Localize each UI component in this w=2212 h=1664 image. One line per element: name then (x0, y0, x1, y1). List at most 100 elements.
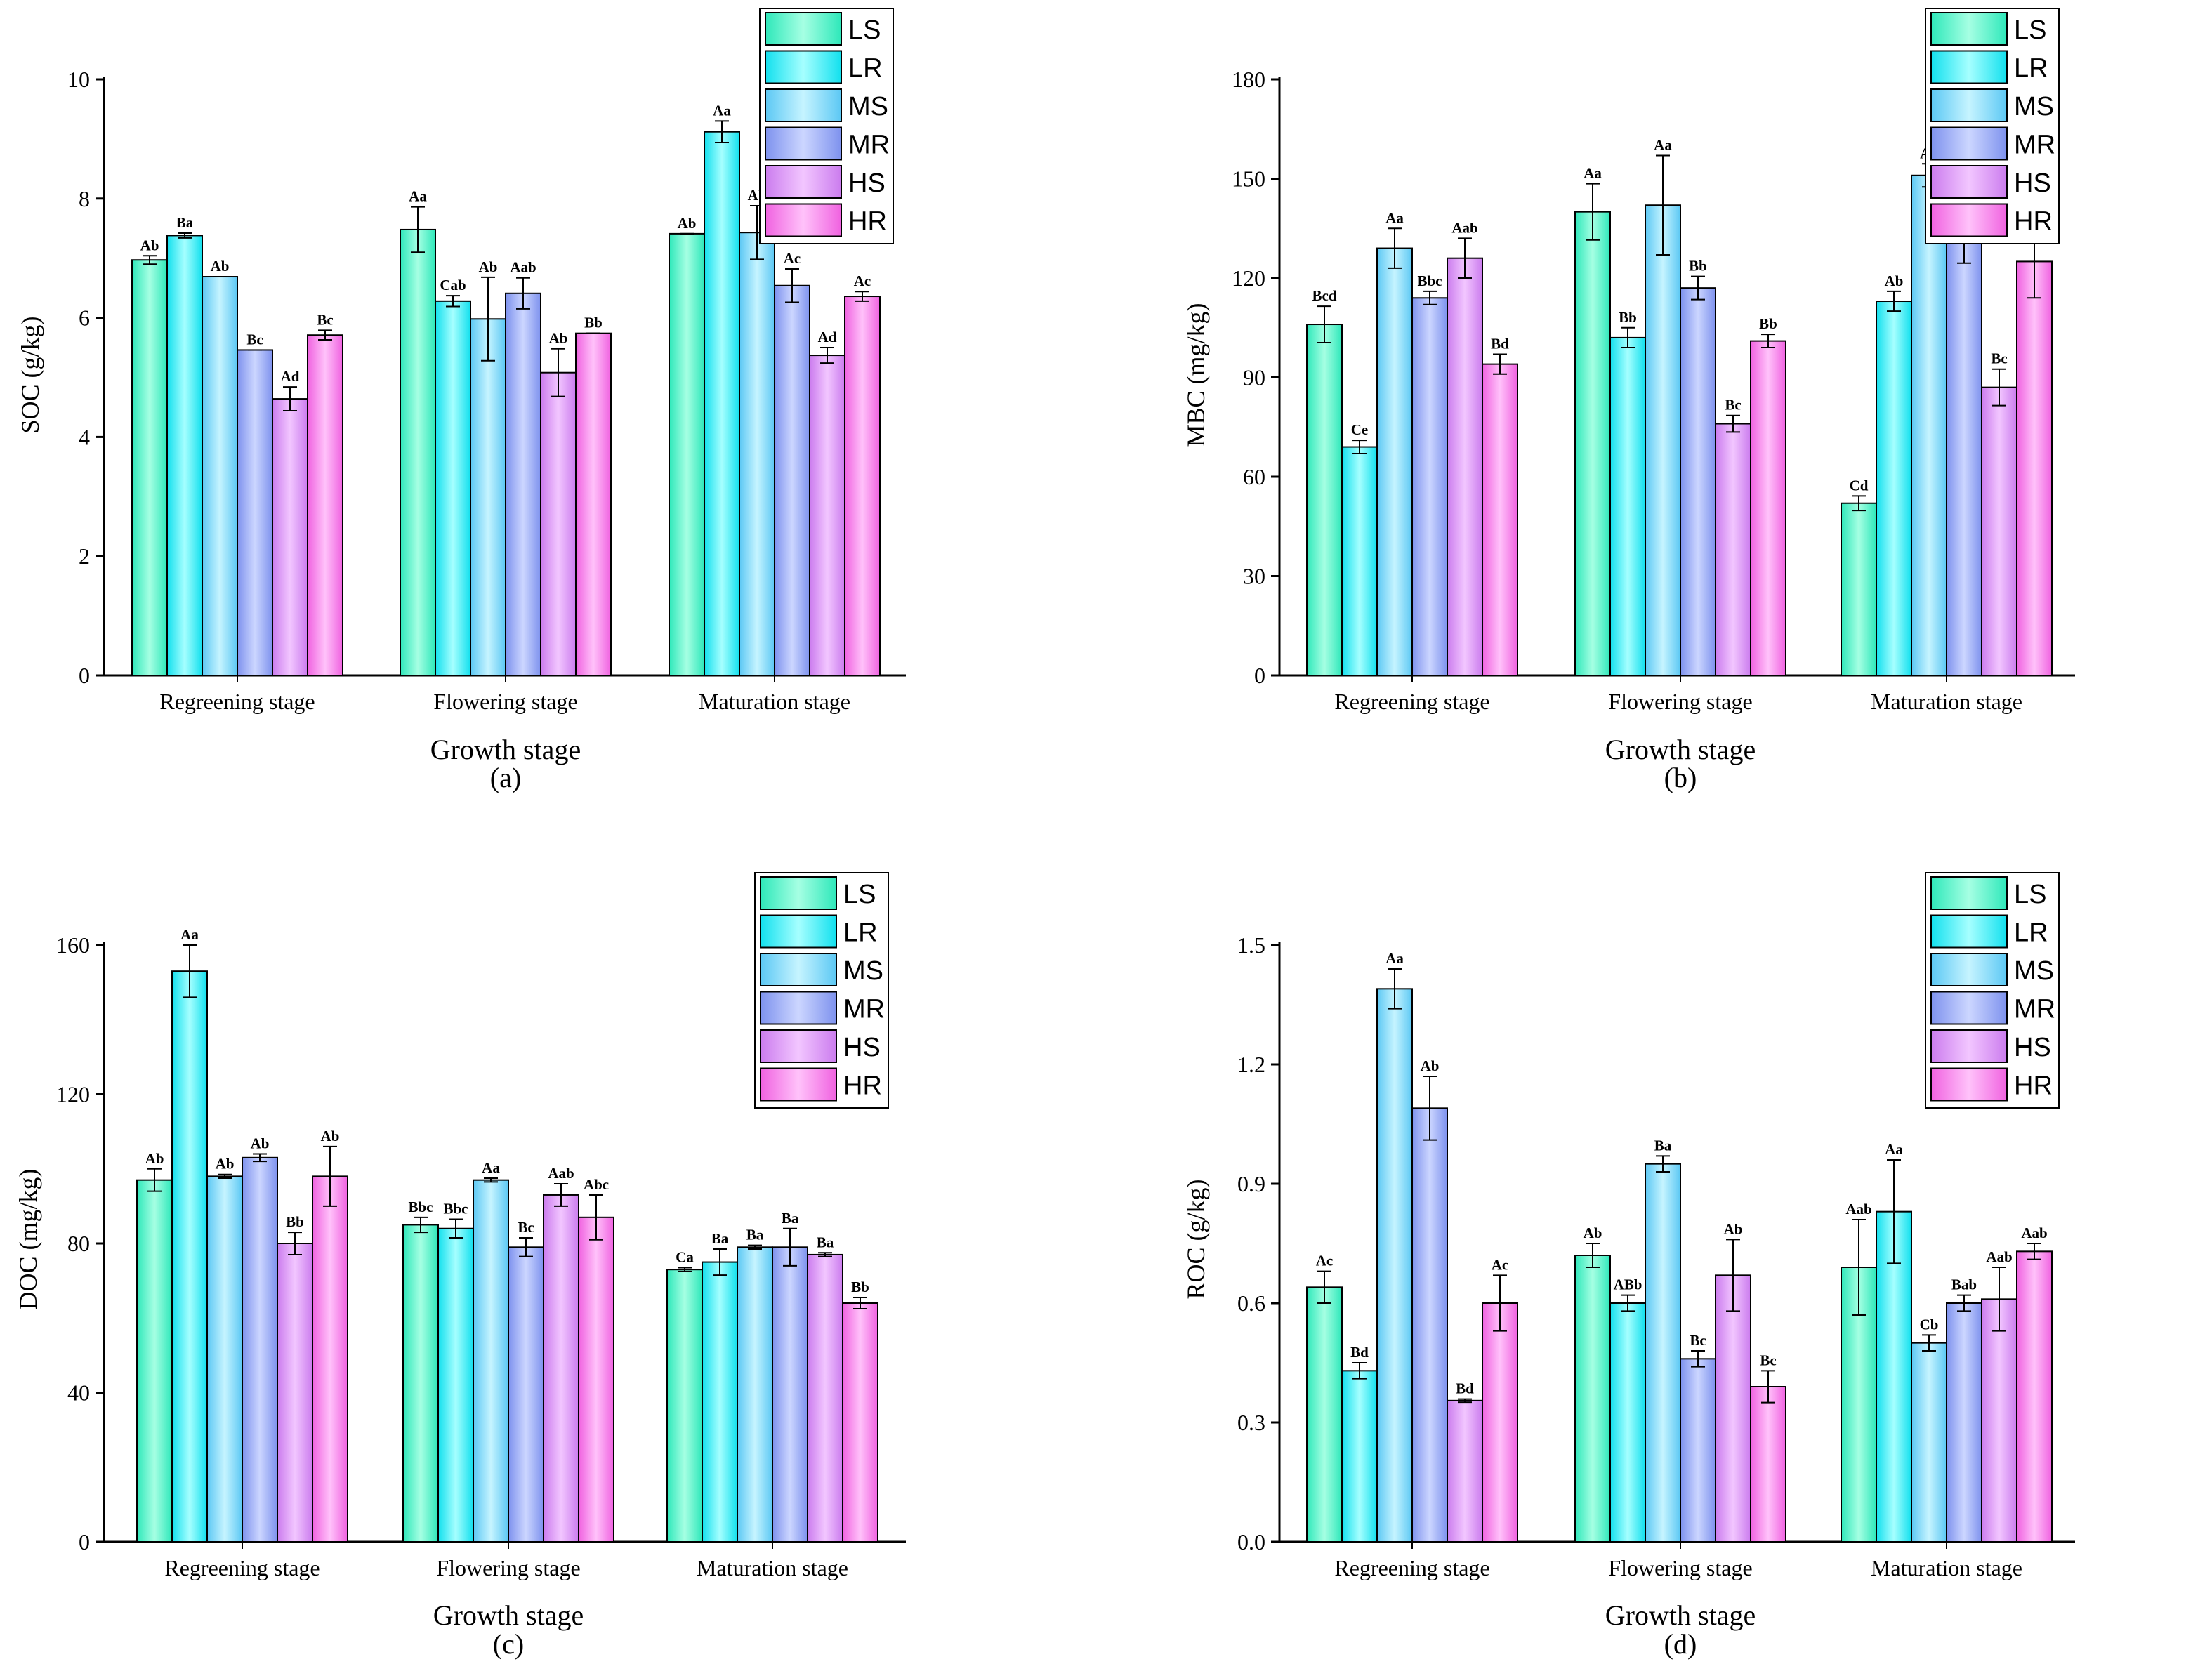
bar-hs (277, 1243, 313, 1543)
significance-label: Bc (518, 1219, 534, 1236)
bar-lr (1341, 1370, 1378, 1543)
bar-hr (1482, 363, 1518, 677)
bar-ms (1376, 247, 1413, 676)
bar-ms (1911, 1342, 1947, 1543)
bar-ms (1911, 174, 1947, 677)
legend-swatch-mr (760, 991, 837, 1025)
bar-hs (540, 371, 577, 676)
x-tick-label: Regreening stage (159, 689, 315, 714)
x-tick-label: Flowering stage (1608, 689, 1752, 714)
legend-swatch-ms (1930, 88, 2008, 122)
legend-label-hr: HR (843, 1071, 882, 1101)
significance-label: Aa (180, 926, 199, 943)
significance-label: Bb (1619, 309, 1637, 326)
bar-mr (242, 1156, 278, 1543)
significance-label: Aab (1451, 219, 1477, 236)
significance-label: Ab (678, 215, 697, 232)
bar-ls (1574, 211, 1611, 676)
significance-label: Bab (1951, 1276, 1977, 1293)
y-tick-label: 8 (79, 186, 90, 211)
significance-label: Ca (676, 1249, 694, 1266)
significance-label: Aa (482, 1159, 500, 1176)
bar-mr (1946, 1302, 1982, 1543)
legend: LS LR MS MR HS HR (754, 872, 889, 1109)
x-axis-title: Growth stage (1605, 1599, 1756, 1631)
significance-label: Ac (784, 250, 801, 267)
bar-lr (1341, 446, 1378, 676)
bar-lr (1876, 301, 1912, 676)
significance-label: Aa (1654, 136, 1672, 153)
panel-label: (a) (490, 762, 521, 793)
bar-ms (202, 276, 238, 677)
significance-label: Ba (711, 1230, 729, 1247)
y-tick-label: 30 (1243, 564, 1265, 589)
bar-mr (505, 292, 541, 676)
y-tick-label: 90 (1243, 365, 1265, 390)
significance-label: Ad (281, 368, 300, 385)
legend-label-mr: MR (2014, 131, 2055, 160)
legend-swatch-ls (1930, 876, 2008, 910)
plot-area: 0.0 0.3 0.6 0.9 1.2 1.5 Regreening stage Flower… (1237, 932, 2075, 1580)
significance-label: Bb (286, 1213, 304, 1230)
significance-label: Bc (317, 311, 333, 328)
bar-ls (666, 1269, 703, 1543)
legend-swatch-mr (765, 126, 842, 161)
bar-hr (578, 1216, 614, 1543)
significance-label: Ab (1885, 272, 1904, 289)
y-tick-label: 4 (79, 424, 90, 449)
bar-ls (400, 228, 436, 676)
bar-hs (272, 398, 308, 677)
bar-hr (1750, 340, 1786, 676)
bar-hs (1715, 423, 1751, 676)
significance-label: Aa (1584, 165, 1602, 182)
legend-swatch-lr (1930, 914, 2008, 949)
legend-swatch-ls (760, 876, 837, 910)
y-tick-label: 6 (79, 305, 90, 331)
legend-label-ls: LS (2014, 880, 2046, 909)
legend-label-hr: HR (2014, 1071, 2053, 1101)
y-tick-label: 40 (67, 1380, 90, 1406)
legend-label-hs: HS (2014, 1033, 2051, 1062)
significance-label: Bb (851, 1279, 869, 1295)
y-tick-label: 120 (1232, 265, 1265, 291)
significance-label: Bb (1689, 258, 1707, 275)
bar-hs (1715, 1274, 1751, 1543)
significance-label: Ab (145, 1150, 164, 1167)
significance-label: Bc (246, 331, 263, 348)
plot-area: 0 2 4 6 8 10 Regreening stage Flowering stage Ma… (67, 67, 906, 714)
legend-swatch-hs (765, 165, 842, 199)
x-axis-title: Growth stage (433, 1599, 584, 1631)
significance-label: Bd (1491, 335, 1509, 352)
bar-hs (1447, 257, 1483, 676)
y-tick-label: 120 (56, 1082, 90, 1107)
x-tick-label: Flowering stage (1608, 1555, 1752, 1580)
legend-label-lr: LR (848, 54, 883, 84)
significance-label: Bbc (443, 1200, 468, 1217)
bar-mr (1680, 1358, 1716, 1543)
y-tick-label: 160 (56, 932, 90, 958)
y-tick-label: 10 (67, 67, 90, 92)
significance-label: Ab (321, 1128, 340, 1144)
legend-swatch-hs (760, 1029, 837, 1063)
legend-swatch-ms (1930, 953, 2008, 986)
bar-hs (543, 1194, 579, 1543)
bar-mr (1411, 1107, 1448, 1543)
x-tick-label: Maturation stage (1871, 1555, 2022, 1580)
significance-label: Bcd (1312, 287, 1336, 304)
significance-label: Aab (1986, 1248, 2012, 1265)
y-axis-title: ROC (g/kg) (1182, 1180, 1210, 1300)
significance-label: Cb (1920, 1316, 1939, 1333)
legend-label-ms: MS (843, 956, 883, 986)
significance-label: Ab (479, 258, 498, 275)
legend-label-ls: LS (843, 880, 876, 909)
x-tick-label: Maturation stage (1871, 689, 2022, 714)
legend-swatch-hs (1930, 1029, 2008, 1063)
significance-label: Cd (1850, 477, 1869, 494)
bar-hr (1750, 1386, 1786, 1543)
x-tick-label: Maturation stage (699, 689, 850, 714)
y-tick-label: 180 (1232, 67, 1265, 92)
legend-label-ms: MS (848, 92, 888, 121)
legend-swatch-lr (760, 914, 837, 949)
bar-hs (1447, 1399, 1483, 1543)
y-tick-label: 60 (1243, 464, 1265, 489)
